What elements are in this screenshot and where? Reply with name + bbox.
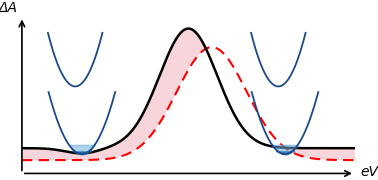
Text: ΔA: ΔA [0, 1, 18, 15]
Text: eV: eV [360, 165, 378, 179]
